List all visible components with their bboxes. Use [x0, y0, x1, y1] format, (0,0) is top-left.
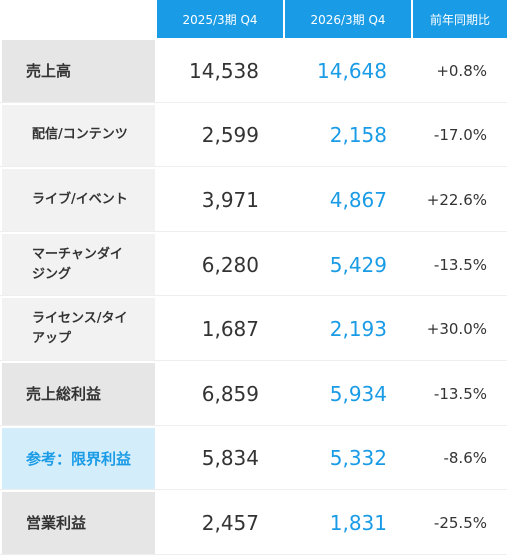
cell: -17.0% [411, 104, 507, 167]
cell: 2,599 [155, 104, 283, 167]
row-label: 売上総利益 [0, 362, 155, 425]
cell: -13.5% [411, 362, 507, 425]
header-cell: 前年同期比 [411, 0, 507, 38]
header-row: 2025/3期 Q4 2026/3期 Q4 前年同期比 [0, 0, 507, 38]
table-row: ライブ/イベント 3,971 4,867 +22.6% [0, 167, 507, 232]
table-row: 配信/コンテンツ 2,599 2,158 -17.0% [0, 102, 507, 168]
cell: +0.8% [411, 40, 507, 102]
header-cell: 2025/3期 Q4 [155, 0, 283, 38]
header-blank [0, 0, 155, 38]
cell: 5,934 [283, 362, 411, 425]
cell: -8.6% [411, 427, 507, 490]
row-label: ライブ/イベント [0, 169, 155, 231]
table-row: 営業利益 2,457 1,831 -25.5% [0, 490, 507, 555]
row-label: マーチャンダイジング [0, 233, 155, 296]
row-label: 売上高 [0, 40, 155, 102]
row-label: 参考：限界利益 [0, 427, 155, 490]
cell: 14,538 [155, 40, 283, 102]
cell: 5,429 [283, 233, 411, 296]
table-row: マーチャンダイジング 6,280 5,429 -13.5% [0, 231, 507, 297]
cell: 6,859 [155, 362, 283, 425]
cell: 14,648 [283, 40, 411, 102]
cell: 6,280 [155, 233, 283, 296]
cell: -13.5% [411, 233, 507, 296]
cell: +30.0% [411, 298, 507, 360]
table-row: 売上高 14,538 14,648 +0.8% [0, 38, 507, 103]
cell: 2,158 [283, 104, 411, 167]
cell: +22.6% [411, 169, 507, 231]
cell: 5,834 [155, 427, 283, 490]
cell: 1,831 [283, 492, 411, 554]
cell: 5,332 [283, 427, 411, 490]
cell: 4,867 [283, 169, 411, 231]
row-label: ライセンス/タイアップ [0, 298, 155, 360]
table-row: 参考：限界利益 5,834 5,332 -8.6% [0, 425, 507, 491]
cell: -25.5% [411, 492, 507, 554]
row-label: 配信/コンテンツ [0, 104, 155, 167]
cell: 2,457 [155, 492, 283, 554]
cell: 3,971 [155, 169, 283, 231]
cell: 2,193 [283, 298, 411, 360]
cell: 1,687 [155, 298, 283, 360]
header-cell: 2026/3期 Q4 [283, 0, 411, 38]
table-row: 売上総利益 6,859 5,934 -13.5% [0, 360, 507, 426]
table-row: ライセンス/タイアップ 1,687 2,193 +30.0% [0, 296, 507, 361]
row-label: 営業利益 [0, 492, 155, 554]
